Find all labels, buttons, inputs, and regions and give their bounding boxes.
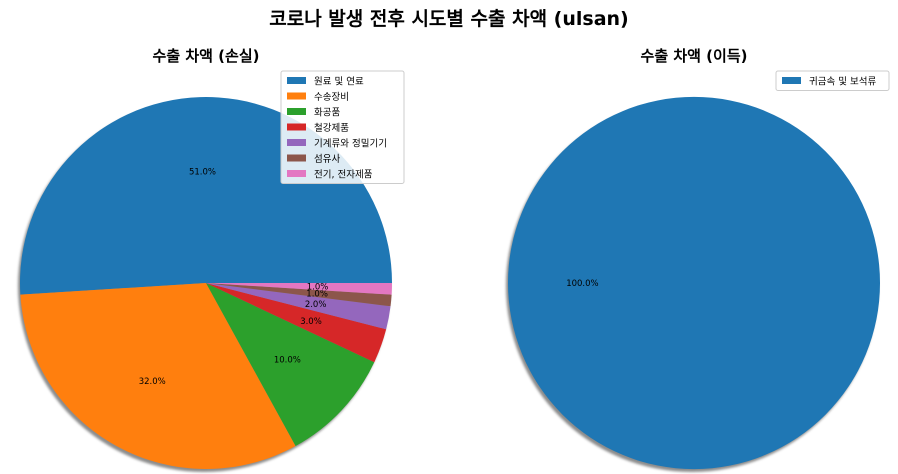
pie-slice (20, 283, 296, 469)
slice-percent-label: 2.0% (305, 300, 327, 310)
pie-slice (507, 96, 880, 470)
pie-title: 수출 차액 (손실) (153, 47, 260, 65)
legend-swatch (287, 123, 306, 131)
legend-label: 섬유사 (314, 154, 340, 165)
legend-swatch (287, 77, 306, 84)
legend-label: 화공품 (314, 108, 340, 119)
legend-label: 수송장비 (314, 92, 349, 103)
pie-slice (206, 283, 392, 307)
slice-percent-label: 1.0% (307, 283, 329, 293)
pie-slice (206, 283, 387, 363)
figure-title: 코로나 발생 전후 시도별 수출 차액 (ulsan) (269, 8, 629, 30)
pie-slice (206, 283, 391, 330)
slice-percent-label: 32.0% (139, 377, 166, 387)
legend-box (775, 70, 890, 91)
legend-swatch (782, 77, 801, 84)
legend-swatch (287, 170, 306, 177)
pie-chart-2: 수출 차액 (이득) 100.0% 귀금속 및 보석류 (506, 47, 890, 472)
slice-percent-label: 100.0% (566, 279, 598, 289)
slice-percent-label: 10.0% (274, 355, 301, 365)
slice-percent-label: 3.0% (300, 317, 322, 327)
legend-label: 전기, 전자제품 (314, 170, 373, 181)
pie-slice (206, 283, 392, 295)
legend: 귀금속 및 보석류 (775, 70, 890, 91)
legend-box (280, 70, 405, 184)
pie-slice (206, 283, 375, 446)
pie-chart-1: 수출 차액 (손실)51.0%32.0%10.0%3.0%2.0%1.0%1.0… (18, 47, 405, 472)
legend-label: 철강제품 (314, 123, 349, 134)
legend-swatch (287, 92, 306, 100)
legend-swatch (287, 154, 306, 162)
slice-percent-label: 1.0% (306, 290, 328, 300)
legend-label: 원료 및 연료 (314, 76, 364, 88)
slice-percent-label: 51.0% (189, 167, 216, 177)
legend-swatch (287, 108, 306, 115)
legend-label: 기계류와 정밀기기 (314, 138, 387, 150)
legend-swatch (287, 139, 306, 146)
pie-title: 수출 차액 (이득) (641, 47, 748, 65)
legend-label: 귀금속 및 보석류 (809, 76, 876, 88)
